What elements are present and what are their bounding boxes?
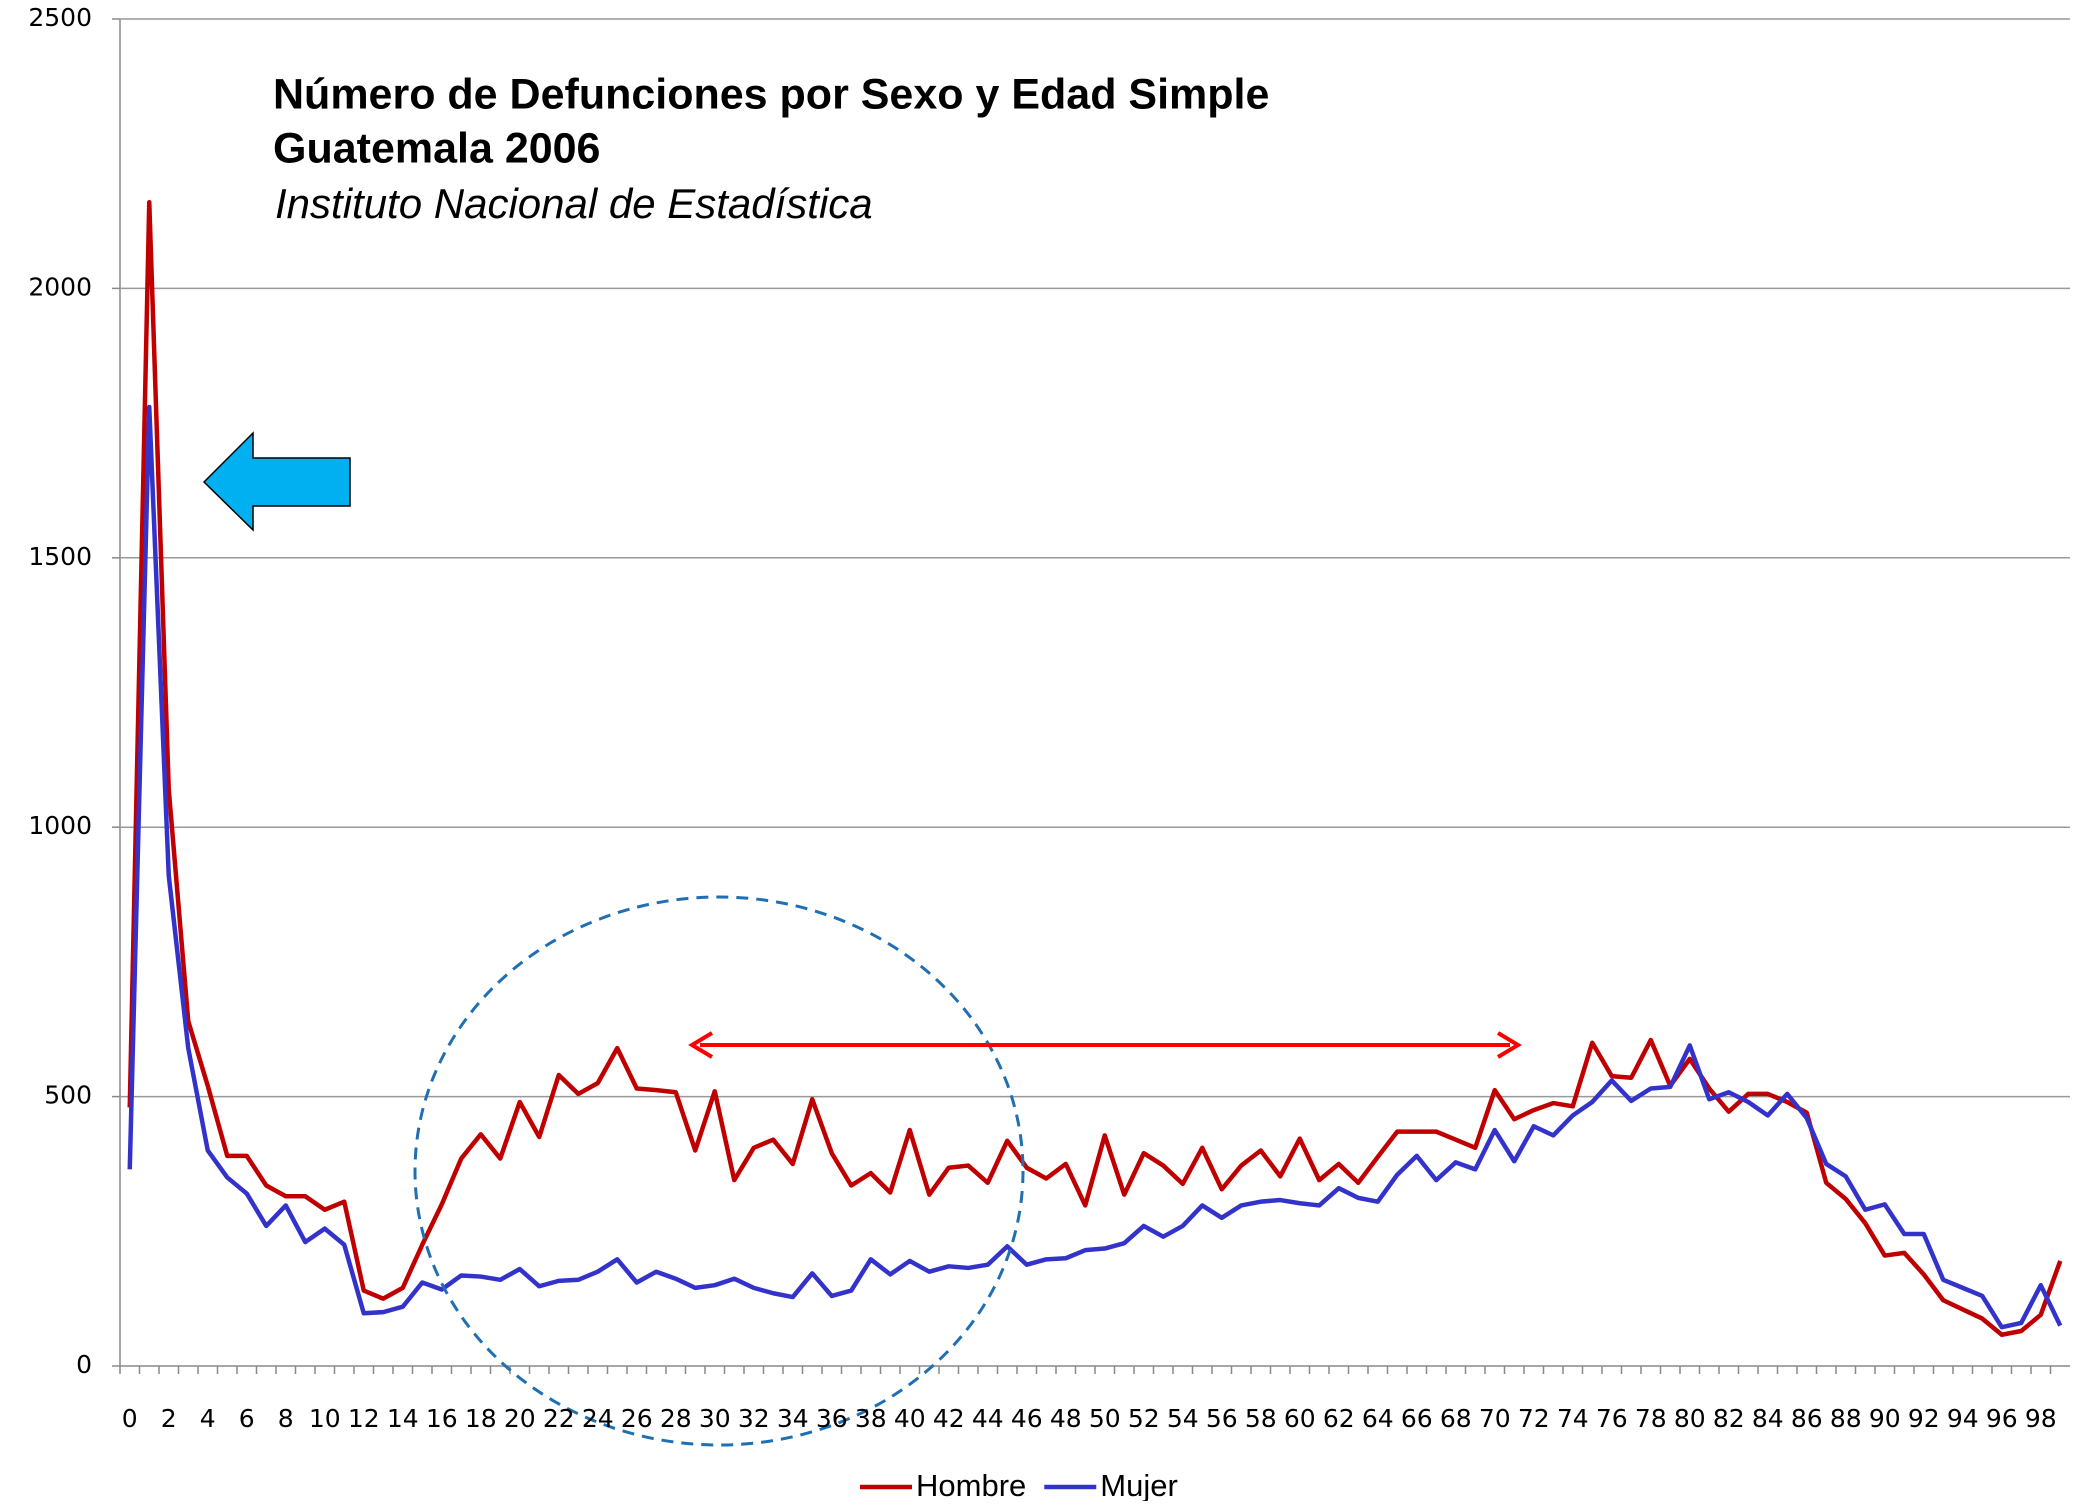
- chart-title: Número de Defunciones por Sexo y Edad Si…: [273, 70, 1269, 118]
- x-tick-label: 74: [1557, 1404, 1589, 1433]
- x-tick-label: 64: [1362, 1404, 1394, 1433]
- series-line: [127, 404, 2063, 1330]
- x-tick-label: 24: [582, 1404, 614, 1433]
- x-tick-label: 76: [1596, 1404, 1628, 1433]
- x-tick-label: 66: [1401, 1404, 1433, 1433]
- x-tick-label: 68: [1440, 1404, 1472, 1433]
- arrow-annotation: [202, 431, 351, 532]
- x-tick-label: 62: [1323, 1404, 1355, 1433]
- x-tick-label: 46: [1011, 1404, 1043, 1433]
- y-tick-label: 2500: [28, 3, 92, 32]
- x-tick-label: 28: [660, 1404, 692, 1433]
- x-tick-label: 32: [738, 1404, 770, 1433]
- x-tick-label: 94: [1947, 1404, 1979, 1433]
- x-tick-label: 92: [1908, 1404, 1940, 1433]
- x-tick-label: 84: [1752, 1404, 1784, 1433]
- y-tick-label: 1500: [28, 542, 92, 571]
- x-tick-label: 86: [1791, 1404, 1823, 1433]
- chart-subtitle: Guatemala 2006: [273, 124, 600, 172]
- series-line: [127, 199, 2063, 1337]
- x-tick-label: 16: [426, 1404, 458, 1433]
- x-tick-label: 78: [1635, 1404, 1667, 1433]
- x-tick-label: 90: [1869, 1404, 1901, 1433]
- x-tick-label: 96: [1986, 1404, 2018, 1433]
- y-tick-label: 2000: [28, 272, 92, 301]
- x-tick-label: 70: [1479, 1404, 1511, 1433]
- x-tick-label: 88: [1830, 1404, 1862, 1433]
- x-tick-label: 22: [543, 1404, 575, 1433]
- y-tick-label: 0: [76, 1350, 92, 1379]
- double-arrow-head: [1496, 1031, 1522, 1059]
- x-tick-label: 0: [122, 1404, 138, 1433]
- x-tick-label: 14: [387, 1404, 419, 1433]
- highlight-circle: [413, 895, 1025, 1447]
- x-tick-label: 26: [621, 1404, 653, 1433]
- double-arrow-head: [688, 1031, 714, 1059]
- chart-source: Instituto Nacional de Estadística: [275, 180, 873, 227]
- x-tick-label: 52: [1128, 1404, 1160, 1433]
- x-tick-label: 8: [278, 1404, 294, 1433]
- x-tick-label: 36: [816, 1404, 848, 1433]
- legend-label: Hombre: [916, 1468, 1026, 1501]
- x-tick-label: 40: [894, 1404, 926, 1433]
- x-tick-label: 98: [2025, 1404, 2057, 1433]
- y-tick-label: 1000: [28, 811, 92, 840]
- x-tick-label: 44: [972, 1404, 1004, 1433]
- y-tick-label: 500: [44, 1081, 92, 1110]
- x-tick-label: 30: [699, 1404, 731, 1433]
- x-tick-label: 6: [239, 1404, 255, 1433]
- x-tick-label: 60: [1284, 1404, 1316, 1433]
- x-tick-label: 80: [1674, 1404, 1706, 1433]
- x-tick-label: 38: [855, 1404, 887, 1433]
- x-tick-label: 12: [348, 1404, 380, 1433]
- x-tick-label: 72: [1518, 1404, 1550, 1433]
- x-tick-label: 10: [309, 1404, 341, 1433]
- x-tick-label: 58: [1245, 1404, 1277, 1433]
- x-tick-label: 54: [1167, 1404, 1199, 1433]
- x-tick-label: 82: [1713, 1404, 1745, 1433]
- legend-label: Mujer: [1100, 1468, 1178, 1501]
- x-tick-label: 50: [1089, 1404, 1121, 1433]
- x-tick-label: 48: [1050, 1404, 1082, 1433]
- x-tick-label: 2: [161, 1404, 177, 1433]
- double-arrow: [688, 1031, 1522, 1059]
- x-tick-label: 56: [1206, 1404, 1238, 1433]
- x-tick-label: 34: [777, 1404, 809, 1433]
- x-tick-label: 20: [504, 1404, 536, 1433]
- x-tick-label: 18: [465, 1404, 497, 1433]
- x-tick-label: 4: [200, 1404, 216, 1433]
- x-tick-label: 42: [933, 1404, 965, 1433]
